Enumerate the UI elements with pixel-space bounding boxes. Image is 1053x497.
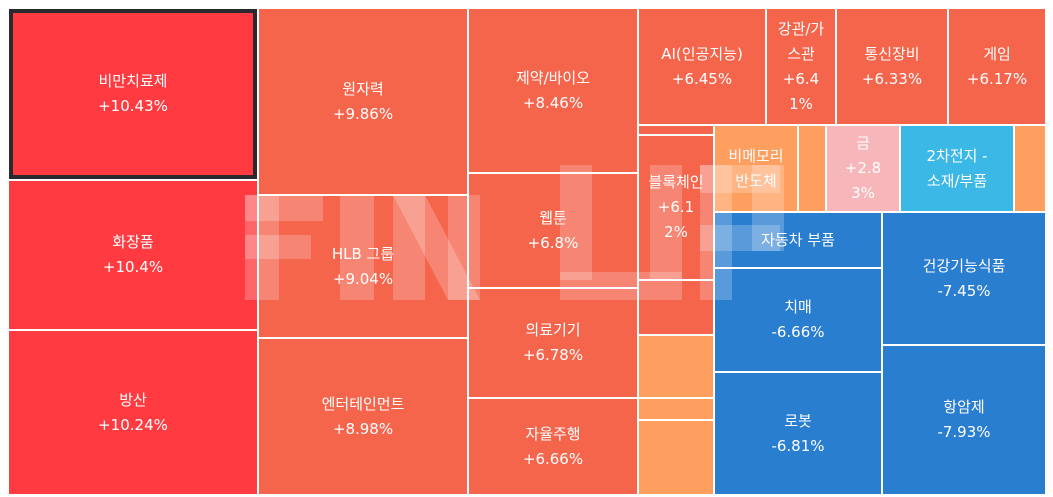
tile-change: +8.98% — [332, 419, 394, 438]
treemap-tile-unlabeled[interactable] — [638, 420, 714, 495]
tile-label: 항암제 — [943, 398, 985, 416]
tile-label: 통신장비 — [864, 44, 920, 63]
treemap-tile[interactable]: HLB 그룹 +9.04% — [258, 195, 468, 338]
tile-label: 비메모리 반도체 — [728, 146, 784, 190]
tile-change: +10.4% — [102, 258, 164, 276]
tile-change: +6.12% — [657, 198, 695, 241]
tile-label: 의료기기 — [525, 321, 581, 339]
treemap-tile-unlabeled[interactable] — [1014, 125, 1046, 212]
tile-change: -7.93% — [937, 423, 991, 441]
tile-label: AI(인공지능) — [661, 44, 743, 63]
tile-change: +6.8% — [527, 233, 579, 252]
treemap-tile-unlabeled[interactable] — [638, 280, 714, 335]
tile-label: 원자력 — [342, 79, 384, 98]
treemap-tile-unlabeled[interactable] — [798, 125, 826, 212]
tile-change: +10.43% — [98, 97, 168, 115]
treemap-tile[interactable]: 치매 -6.66% — [714, 268, 882, 372]
tile-label: HLB 그룹 — [331, 244, 395, 263]
treemap-tile[interactable]: 건강기능식품 -7.45% — [882, 212, 1046, 345]
treemap-tile[interactable]: 비만치료제 +10.43% — [8, 8, 258, 180]
treemap-tile[interactable]: 엔터테인먼트 +8.98% — [258, 338, 468, 495]
tile-change: +2.83% — [844, 159, 882, 202]
tile-label: 블록체인 — [648, 173, 704, 191]
tile-change: -7.45% — [937, 281, 991, 300]
treemap-tile[interactable]: 로봇 -6.81% — [714, 372, 882, 495]
treemap-tile[interactable]: 비메모리 반도체 — [714, 125, 798, 212]
tile-change: -6.66% — [771, 323, 825, 341]
treemap-tile-unlabeled[interactable] — [638, 125, 714, 135]
treemap-tile[interactable]: 자율주행 +6.66% — [468, 398, 638, 495]
treemap-tile-unlabeled[interactable] — [1046, 8, 1052, 495]
treemap-tile[interactable]: 웹툰 +6.8% — [468, 173, 638, 288]
tile-label: 게임 — [983, 44, 1011, 63]
treemap-tile[interactable]: 항암제 -7.93% — [882, 345, 1046, 495]
tile-label: 웹툰 — [539, 208, 567, 227]
tile-label: 건강기능식품 — [922, 256, 1006, 275]
treemap-tile[interactable]: 통신장비 +6.33% — [836, 8, 948, 125]
tile-label: 엔터테인먼트 — [321, 394, 405, 413]
tile-change: +6.33% — [861, 69, 923, 88]
tile-change: +6.78% — [522, 346, 584, 364]
tile-change: +10.24% — [98, 415, 168, 434]
tile-change: +8.46% — [522, 93, 584, 112]
treemap-tile[interactable]: 방산 +10.24% — [8, 330, 258, 495]
tile-label: 금 — [856, 134, 870, 152]
tile-label: 자동차 부품 — [761, 230, 835, 249]
tile-label: 제약/바이오 — [515, 68, 591, 87]
treemap-tile[interactable]: 블록체인 +6.12% — [638, 135, 714, 280]
treemap-tile[interactable]: 의료기기 +6.78% — [468, 288, 638, 398]
treemap-tile[interactable]: 금 +2.83% — [826, 125, 900, 212]
tile-label: 화장품 — [112, 233, 154, 251]
treemap-tile-unlabeled[interactable] — [638, 398, 714, 420]
treemap-tile[interactable]: 강관/가스관 +6.41% — [766, 8, 836, 125]
tile-label: 로봇 — [784, 411, 812, 430]
tile-label: 2차전지 - 소재/부품 — [926, 146, 988, 190]
tile-label: 방산 — [119, 390, 147, 409]
tile-change: +9.04% — [332, 269, 394, 288]
tile-change: +9.86% — [332, 104, 394, 123]
treemap-tile[interactable]: 자동차 부품 — [714, 212, 882, 268]
treemap-tile-unlabeled[interactable] — [638, 335, 714, 398]
treemap-tile[interactable]: 화장품 +10.4% — [8, 180, 258, 330]
treemap-tile[interactable]: AI(인공지능) +6.45% — [638, 8, 766, 125]
treemap-tile[interactable]: 2차전지 - 소재/부품 — [900, 125, 1014, 212]
treemap-tile[interactable]: 제약/바이오 +8.46% — [468, 8, 638, 173]
tile-label: 치매 — [784, 298, 812, 316]
tile-label: 강관/가스관 — [777, 19, 825, 63]
tile-label: 자율주행 — [525, 424, 581, 443]
tile-change: -6.81% — [771, 436, 825, 455]
tile-change: +6.41% — [782, 69, 820, 113]
treemap-tile[interactable]: 원자력 +9.86% — [258, 8, 468, 195]
tile-label: 비만치료제 — [98, 72, 168, 90]
tile-change: +6.45% — [671, 69, 733, 88]
treemap-tile[interactable]: 게임 +6.17% — [948, 8, 1046, 125]
tile-change: +6.17% — [966, 69, 1028, 88]
tile-change: +6.66% — [522, 449, 584, 468]
